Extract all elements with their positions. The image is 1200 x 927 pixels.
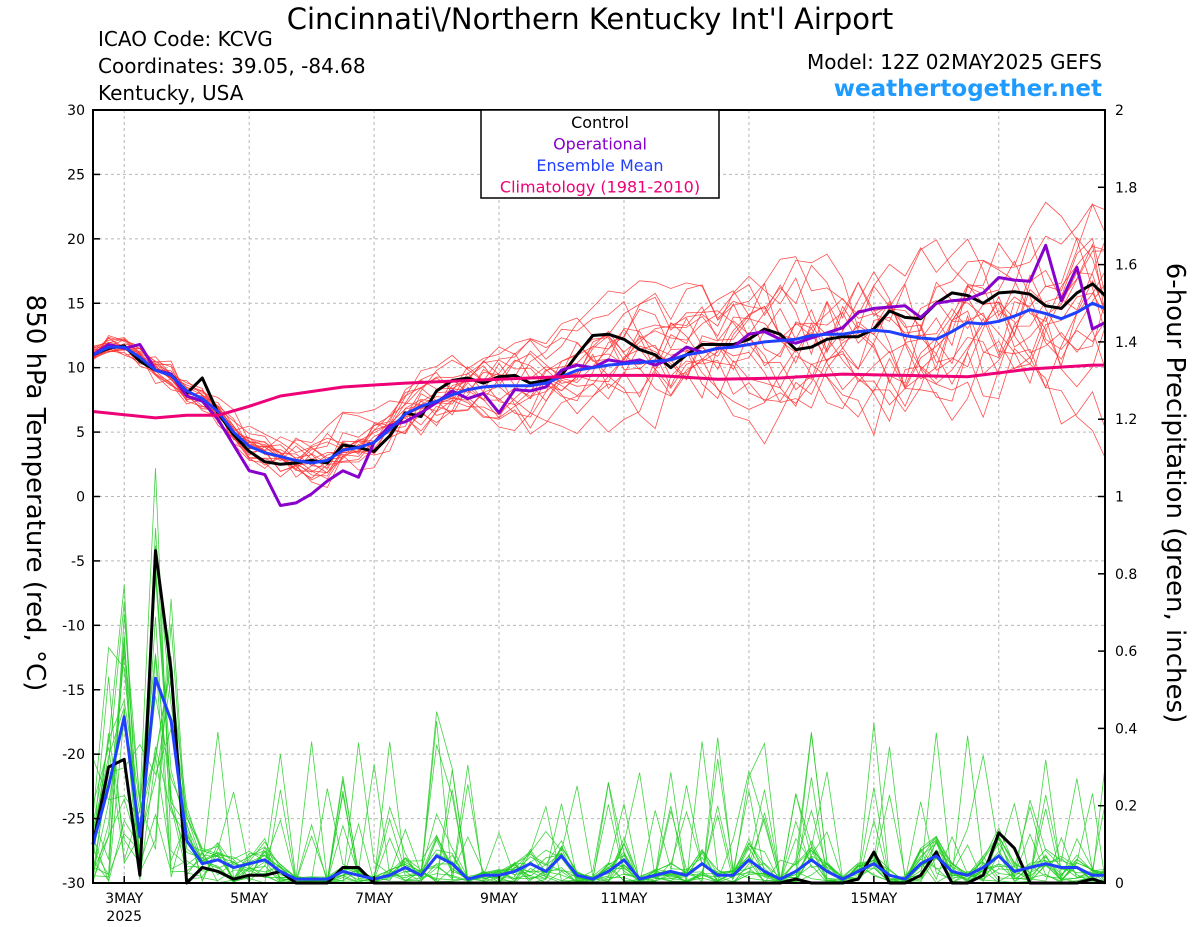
temp-member-line [92, 243, 1106, 456]
left-tick-label: 5 [76, 425, 85, 441]
right-tick-label: 2 [1115, 103, 1124, 119]
precip-member-line [92, 711, 1106, 884]
axis-ticks: 302520151050-5-10-15-20-25-3021.81.61.41… [62, 103, 1137, 925]
climatology-1981-2010-temperature-line [92, 363, 1105, 420]
temp-member-line [92, 280, 1106, 480]
right-tick-label: 1.4 [1115, 335, 1137, 351]
x-tick-label: 7MAY [355, 891, 393, 907]
legend-entry: Ensemble Mean [536, 156, 663, 175]
left-tick-label: 30 [67, 103, 85, 119]
left-tick-label: 15 [67, 296, 85, 312]
right-tick-label: 0 [1115, 876, 1124, 892]
x-tick-label: 15MAY [850, 891, 897, 907]
right-tick-label: 0.6 [1115, 644, 1137, 660]
right-tick-label: 0.8 [1115, 567, 1137, 583]
x-tick-label: 17MAY [975, 891, 1022, 907]
right-tick-label: 1.2 [1115, 412, 1137, 428]
legend: Control Operational Ensemble Mean Climatolo… [480, 109, 720, 199]
temp-member-line [92, 245, 1106, 465]
model-run: Model: 12Z 02MAY2025 GEFS [807, 50, 1102, 74]
temp-member-line [92, 203, 1106, 470]
precip-member-line [92, 468, 1106, 884]
x-tick-label: 11MAY [601, 891, 648, 907]
precip-member-line [92, 727, 1106, 884]
legend-entry: Climatology (1981-2010) [500, 178, 700, 197]
precip-member-line [92, 528, 1106, 884]
legend-box [480, 109, 720, 199]
left-tick-label: -30 [62, 876, 85, 892]
x-tick-label: 3MAY [105, 891, 143, 907]
left-tick-label: -10 [62, 618, 85, 634]
ensemble-members [92, 201, 1106, 884]
temp-member-line [92, 270, 1106, 479]
temp-member-line [92, 201, 1106, 468]
left-tick-label: 20 [67, 232, 85, 248]
left-tick-label: 10 [67, 361, 85, 377]
temp-member-line [92, 284, 1106, 458]
legend-entry: Control [571, 113, 629, 132]
x-tick-label: 9MAY [480, 891, 518, 907]
left-tick-label: -20 [62, 747, 85, 763]
coordinates: Coordinates: 39.05, -84.68 [98, 54, 366, 78]
precip-member-line [92, 584, 1106, 884]
precip-member-line [92, 545, 1106, 884]
ensemble-mean-precipitation-line [91, 676, 1105, 881]
right-tick-label: 1 [1115, 490, 1124, 506]
icao-code: ICAO Code: KCVG [98, 27, 273, 51]
ensemble-mean-temperature-line [92, 301, 1106, 465]
chart-title: Cincinnati\/Northern Kentucky Int'l Airp… [286, 2, 894, 36]
left-tick-label: -15 [62, 683, 85, 699]
right-tick-label: 0.2 [1115, 799, 1137, 815]
series-lines [91, 243, 1107, 885]
temp-member-line [92, 250, 1106, 477]
right-tick-label: 0.4 [1115, 721, 1137, 737]
site-link[interactable]: weathertogether.net [833, 76, 1102, 102]
precip-member-line [92, 616, 1106, 884]
left-tick-label: -25 [62, 812, 85, 828]
grid [93, 110, 1105, 883]
left-tick-label: 25 [67, 167, 85, 183]
precip-member-line [92, 646, 1106, 884]
control-precipitation-line [91, 549, 1106, 885]
x-tick-year: 2025 [106, 909, 142, 925]
precip-member-line [92, 676, 1106, 884]
legend-entry: Operational [553, 135, 647, 154]
right-tick-label: 1.6 [1115, 258, 1137, 274]
left-tick-label: -5 [71, 554, 85, 570]
x-tick-label: 13MAY [725, 891, 772, 907]
precip-member-line [92, 637, 1106, 884]
right-tick-label: 1.8 [1115, 180, 1137, 196]
x-tick-label: 5MAY [230, 891, 268, 907]
operational-temperature-line [92, 243, 1106, 507]
region: Kentucky, USA [98, 81, 244, 105]
left-tick-label: 0 [76, 490, 85, 506]
